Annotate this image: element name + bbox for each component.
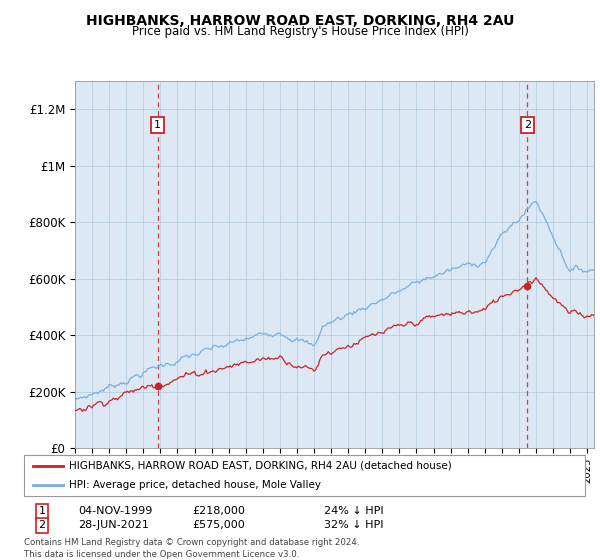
Text: 1: 1	[154, 120, 161, 130]
Text: HIGHBANKS, HARROW ROAD EAST, DORKING, RH4 2AU (detached house): HIGHBANKS, HARROW ROAD EAST, DORKING, RH…	[69, 461, 452, 471]
Text: HPI: Average price, detached house, Mole Valley: HPI: Average price, detached house, Mole…	[69, 479, 321, 489]
Text: Price paid vs. HM Land Registry's House Price Index (HPI): Price paid vs. HM Land Registry's House …	[131, 25, 469, 38]
Text: Contains HM Land Registry data © Crown copyright and database right 2024.
This d: Contains HM Land Registry data © Crown c…	[24, 538, 359, 559]
Text: 24% ↓ HPI: 24% ↓ HPI	[324, 506, 383, 516]
Text: 2: 2	[38, 520, 46, 530]
Text: HIGHBANKS, HARROW ROAD EAST, DORKING, RH4 2AU: HIGHBANKS, HARROW ROAD EAST, DORKING, RH…	[86, 14, 514, 28]
Text: 2: 2	[524, 120, 531, 130]
Text: 04-NOV-1999: 04-NOV-1999	[78, 506, 152, 516]
Text: £218,000: £218,000	[192, 506, 245, 516]
Text: £575,000: £575,000	[192, 520, 245, 530]
Text: 1: 1	[38, 506, 46, 516]
Text: 28-JUN-2021: 28-JUN-2021	[78, 520, 149, 530]
Text: 32% ↓ HPI: 32% ↓ HPI	[324, 520, 383, 530]
